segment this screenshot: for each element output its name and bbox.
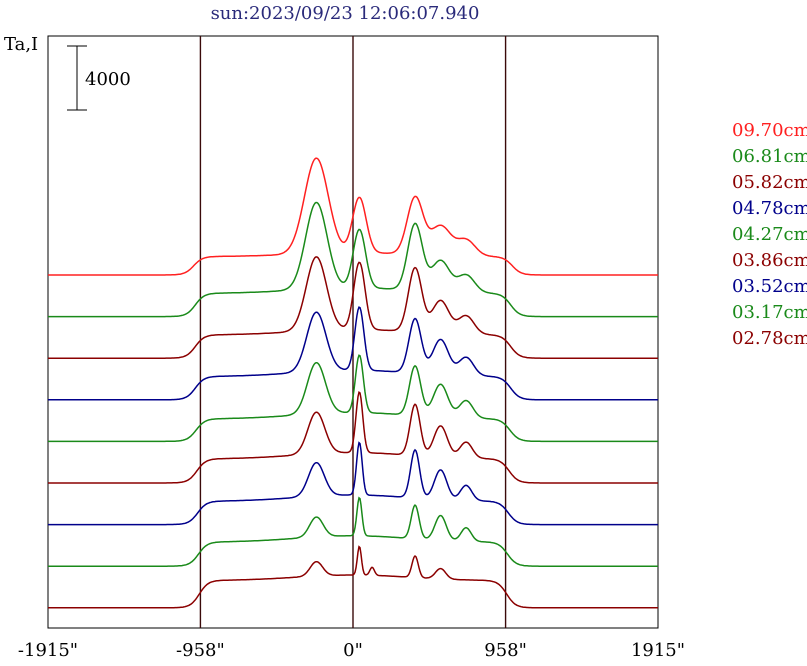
series-line-02.78cm — [48, 545, 658, 609]
series-line-03.17cm — [48, 496, 658, 567]
series-line-09.70cm — [48, 157, 658, 276]
legend-entry: 04.27cm — [732, 224, 807, 245]
x-tick-label: 958" — [484, 640, 527, 661]
series-line-06.81cm — [48, 201, 658, 318]
legend: 09.70cm 06.81cm 05.82cm 04.78cm 04.27cm 03.86… — [732, 120, 807, 349]
legend-entry: 06.81cm — [732, 146, 807, 167]
series-line-04.27cm — [48, 354, 658, 443]
intensity-scale-bar: 4000 — [67, 45, 131, 111]
y-axis-label: Ta,I — [4, 34, 38, 55]
reference-lines — [199, 36, 507, 628]
x-tick-labels: -1915" -958" 0" 958" 1915" — [18, 640, 685, 661]
x-tick-label: -958" — [176, 640, 225, 661]
legend-entry: 04.78cm — [732, 198, 807, 219]
series-layer — [48, 157, 658, 609]
series-line-04.78cm — [48, 306, 658, 401]
scale-bar-label: 4000 — [85, 69, 131, 90]
x-tick-label: 0" — [343, 640, 363, 661]
series-line-03.86cm — [48, 390, 658, 484]
legend-entry: 03.52cm — [732, 276, 807, 297]
legend-entry: 09.70cm — [732, 120, 807, 141]
chart-title: sun:2023/09/23 12:06:07.940 — [211, 3, 480, 24]
legend-entry: 03.86cm — [732, 250, 807, 271]
legend-entry: 02.78cm — [732, 328, 807, 349]
legend-entry: 03.17cm — [732, 302, 807, 323]
legend-entry: 05.82cm — [732, 172, 807, 193]
series-line-05.82cm — [48, 256, 658, 359]
x-tick-label: -1915" — [18, 640, 78, 661]
x-tick-label: 1915" — [631, 640, 685, 661]
series-line-03.52cm — [48, 441, 658, 526]
